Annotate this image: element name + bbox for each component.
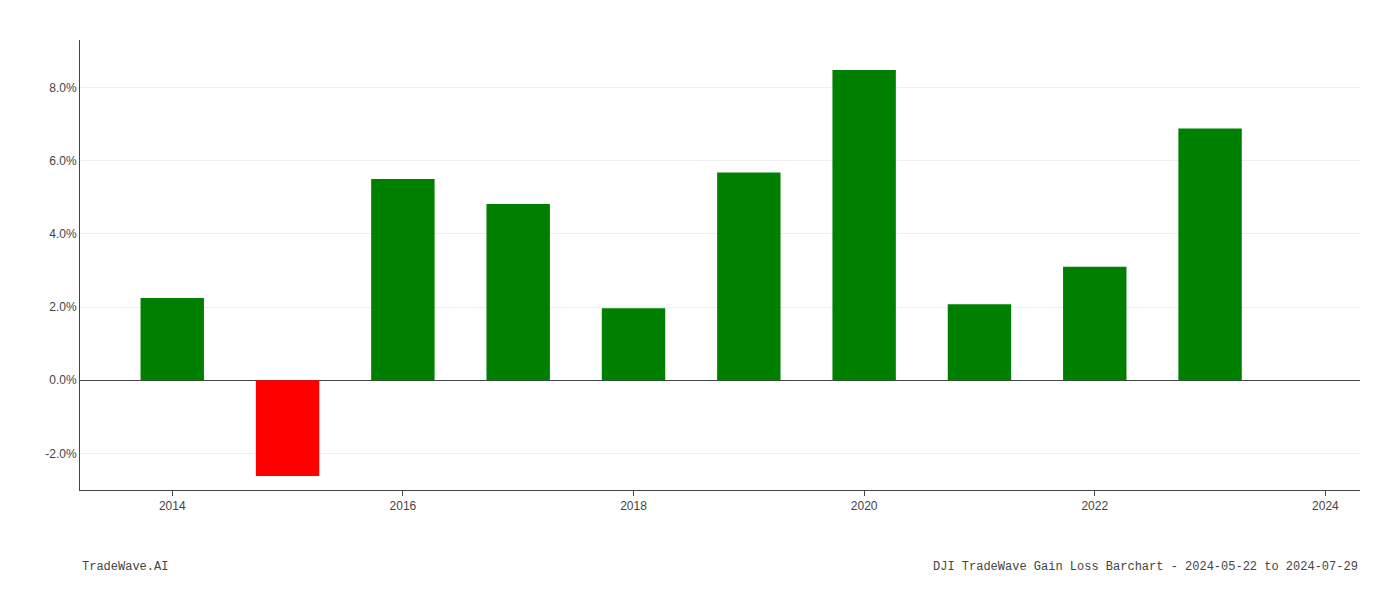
- svg-text:2024: 2024: [1312, 499, 1339, 513]
- svg-text:0.0%: 0.0%: [49, 373, 77, 387]
- svg-text:2014: 2014: [159, 499, 186, 513]
- svg-text:-2.0%: -2.0%: [45, 447, 77, 461]
- svg-text:2016: 2016: [390, 499, 417, 513]
- svg-text:2022: 2022: [1081, 499, 1108, 513]
- svg-text:2020: 2020: [851, 499, 878, 513]
- svg-text:2018: 2018: [620, 499, 647, 513]
- svg-text:8.0%: 8.0%: [49, 81, 77, 95]
- svg-text:6.0%: 6.0%: [49, 154, 77, 168]
- svg-text:2.0%: 2.0%: [49, 300, 77, 314]
- svg-text:DJI TradeWave Gain Loss Barcha: DJI TradeWave Gain Loss Barchart - 2024-…: [933, 560, 1358, 574]
- svg-text:4.0%: 4.0%: [49, 227, 77, 241]
- svg-text:TradeWave.AI: TradeWave.AI: [82, 560, 168, 574]
